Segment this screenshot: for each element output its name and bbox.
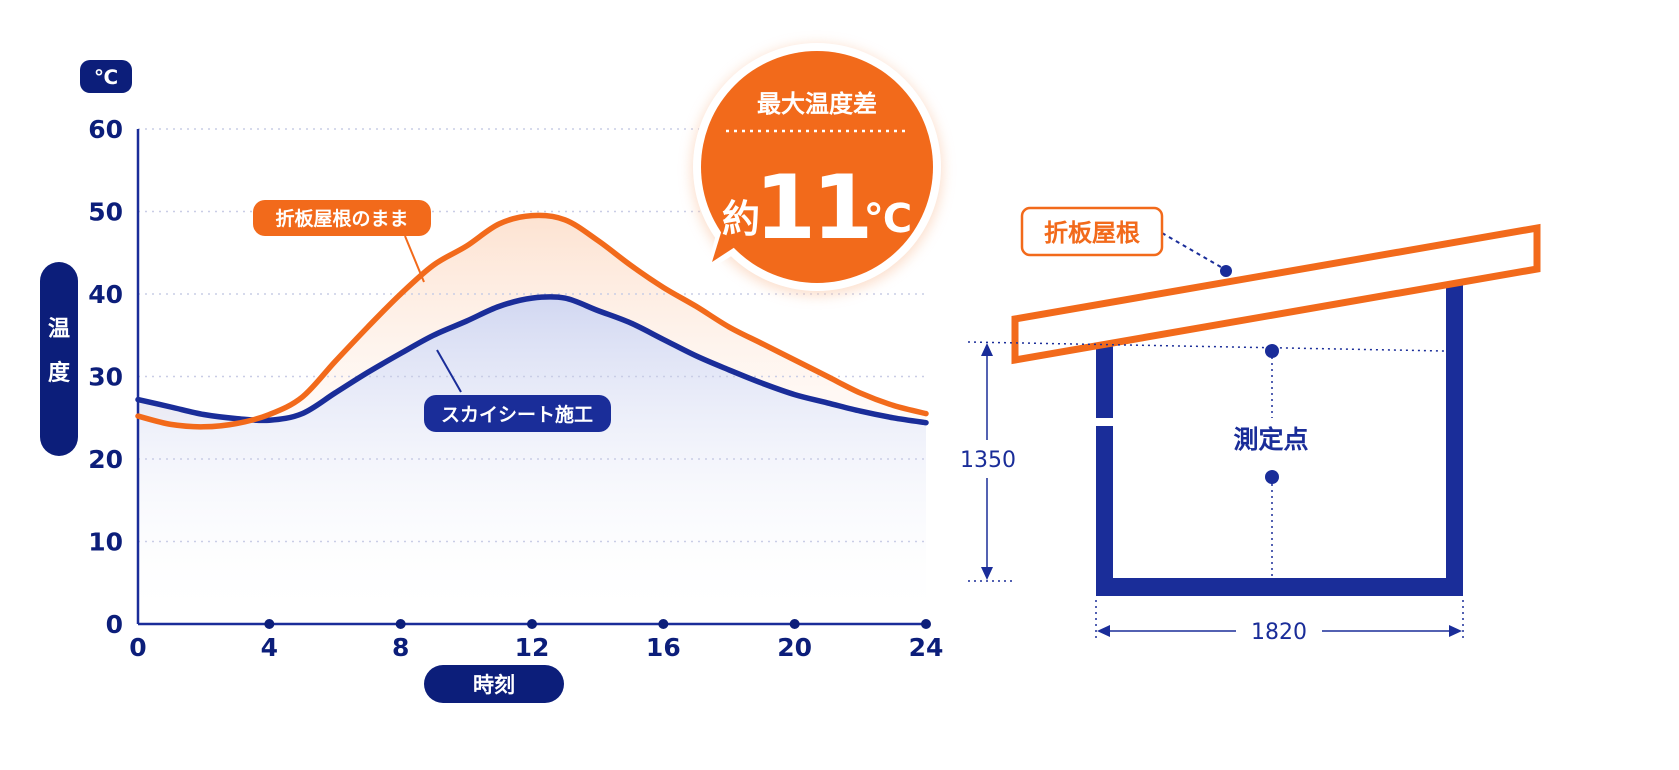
roof-point-marker [1220,265,1232,277]
leader-line [404,235,425,283]
arrow-head-down [981,567,993,580]
y-tick-label: 30 [88,363,123,392]
series-name-blue: スカイシート施工 [441,403,593,426]
x-tick-labels: 0 4 8 12 16 20 24 [129,619,943,662]
arrow-head-left [1097,625,1110,637]
roof-label-text: 折板屋根 [1044,219,1140,247]
x-tick-label: 0 [129,633,146,662]
left-wall-upper [1096,345,1113,418]
x-tick-label: 12 [515,633,550,662]
arrow-head-right [1449,625,1462,637]
series-label-blue: スカイシート施工 [424,349,611,432]
x-tick-label: 4 [261,633,278,662]
y-axis-label: 温度 [40,262,78,456]
height-value: 1350 [960,448,1016,473]
y-tick-label: 60 [88,115,123,144]
series-line-blue [135,294,929,426]
roof-label: 折板屋根 [1020,206,1232,277]
fill-between-series [138,215,926,427]
callout-title: 最大温度差 [757,90,877,118]
x-tick-label: 20 [777,633,812,662]
y-tick-label: 50 [88,198,123,227]
roof-leader-line [1161,232,1227,271]
measurement-point-label: 測定点 [1233,425,1308,454]
series-lines [135,212,929,430]
x-tick-label: 24 [909,633,944,662]
y-tick-label: 40 [88,280,123,309]
series-label-orange: 折板屋根のまま [253,200,431,283]
x-tick-marker [658,619,669,629]
max-difference-callout: 最大温度差 約 11 ℃ [691,43,943,296]
x-axis-label: 時刻 [424,665,564,703]
width-value: 1820 [1251,620,1307,645]
y-tick-labels: 0 10 20 30 40 50 60 [88,115,123,639]
left-wall-lower [1096,426,1113,596]
measurement-point-lower [1265,470,1279,484]
folded-plate-roof [1011,223,1541,365]
leader-line [436,349,462,393]
x-tick-marker [921,619,931,629]
fill-under-blue-series [138,296,926,624]
y-tick-label: 10 [88,528,123,557]
ceiling-guide-line [967,341,1446,352]
callout-prefix: 約 [722,197,760,241]
y-tick-label: 0 [106,610,123,639]
measurement-point-upper [1265,344,1279,358]
right-wall [1446,278,1463,596]
x-tick-marker [264,619,275,629]
unit-label: ℃ [94,65,118,89]
x-tick-label: 16 [646,633,681,662]
temperature-chart: 0 10 20 30 40 50 60 0 4 8 12 16 20 24 ℃ 温度 時刻 折板屋根のま… [40,43,943,703]
x-axis-label-text: 時刻 [473,673,515,697]
measurement-points: 測定点 [1233,344,1309,580]
height-dimension: 1350 [960,341,1446,582]
y-axis-label-text: 温度 [48,317,71,386]
series-name-orange: 折板屋根のまま [275,207,408,230]
gridlines [138,128,926,543]
callout-unit: ℃ [864,196,912,242]
x-tick-marker [527,619,537,629]
callout-value: 11 [755,156,869,259]
y-tick-label: 20 [88,445,123,474]
series-line-orange [135,212,929,430]
arrow-head-up [981,343,993,356]
unit-badge: ℃ [80,60,132,93]
width-dimension: 1820 [1095,600,1464,645]
floor [1096,578,1463,596]
x-tick-marker [395,619,406,629]
x-tick-label: 8 [392,633,409,662]
x-tick-marker [789,619,800,629]
measurement-diagram: 折板屋根 1350 1820 測定点 [960,206,1541,645]
